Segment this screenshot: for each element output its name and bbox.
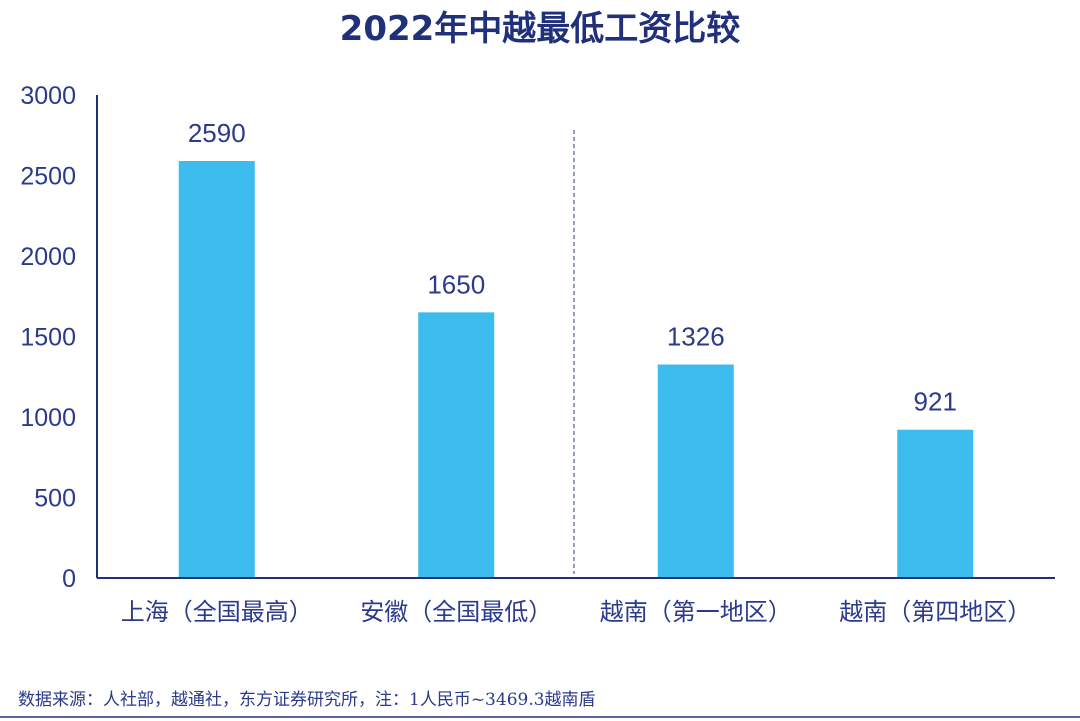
y-tick-label: 3000 [20, 82, 76, 110]
data-label: 1650 [427, 269, 485, 299]
y-axis-ticks: 0 500 1000 1500 2000 2500 3000 [20, 82, 76, 593]
y-tick-label: 1000 [20, 404, 76, 432]
chart-title: 2022年中越最低工资比较 [340, 9, 741, 49]
x-tick-label: 上海（全国最高） [121, 598, 313, 626]
y-tick-label: 2500 [20, 163, 76, 191]
data-label: 1326 [667, 322, 725, 352]
source-note: 数据来源：人社部，越通社，东方证券研究所，注：1人民币~3469.3越南盾 [18, 690, 596, 710]
y-tick-label: 2000 [20, 243, 76, 271]
bar [178, 161, 255, 578]
bar-series [178, 161, 974, 578]
data-label: 2590 [188, 118, 246, 148]
bar [897, 429, 974, 578]
y-tick-label: 500 [34, 485, 76, 513]
x-tick-label: 安徽（全国最低） [360, 598, 552, 626]
x-tick-label: 越南（第一地区） [600, 598, 792, 626]
data-labels: 2590 1650 1326 921 [188, 118, 957, 417]
y-tick-label: 0 [62, 565, 76, 593]
bar [657, 364, 734, 578]
bar [418, 312, 495, 578]
x-tick-label: 越南（第四地区） [839, 598, 1031, 626]
y-tick-label: 1500 [20, 324, 76, 352]
data-label: 921 [914, 387, 957, 417]
x-axis-labels: 上海（全国最高） 安徽（全国最低） 越南（第一地区） 越南（第四地区） [121, 598, 1032, 626]
